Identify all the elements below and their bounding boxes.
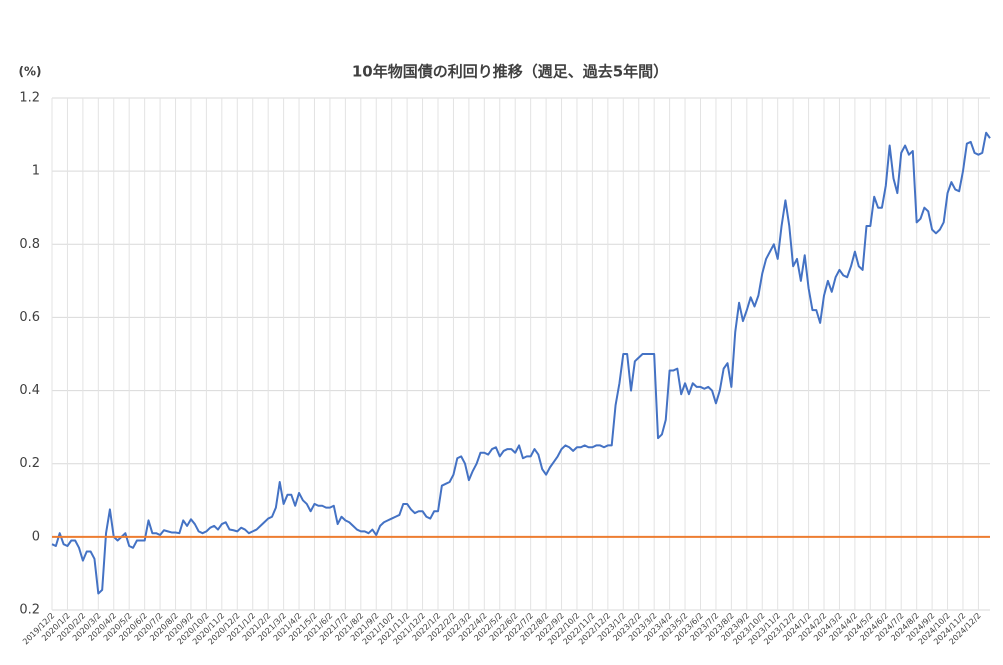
- y-tick-label: 0.8: [19, 237, 40, 252]
- y-tick-label: 0.2: [19, 456, 40, 471]
- y-tick-label: 1: [32, 164, 40, 179]
- y-tick-label: 1.2: [19, 91, 40, 106]
- y-tick-label: 0.4: [19, 383, 40, 398]
- line-series: [51, 131, 991, 595]
- y-tick-label: 0.6: [19, 310, 40, 325]
- y-unit: (%): [19, 65, 42, 79]
- y-tick-label: 0.2: [19, 603, 40, 618]
- chart-title: 10年物国債の利回り推移（週足、過去5年間）: [352, 63, 668, 81]
- y-tick-label: 0: [32, 529, 40, 544]
